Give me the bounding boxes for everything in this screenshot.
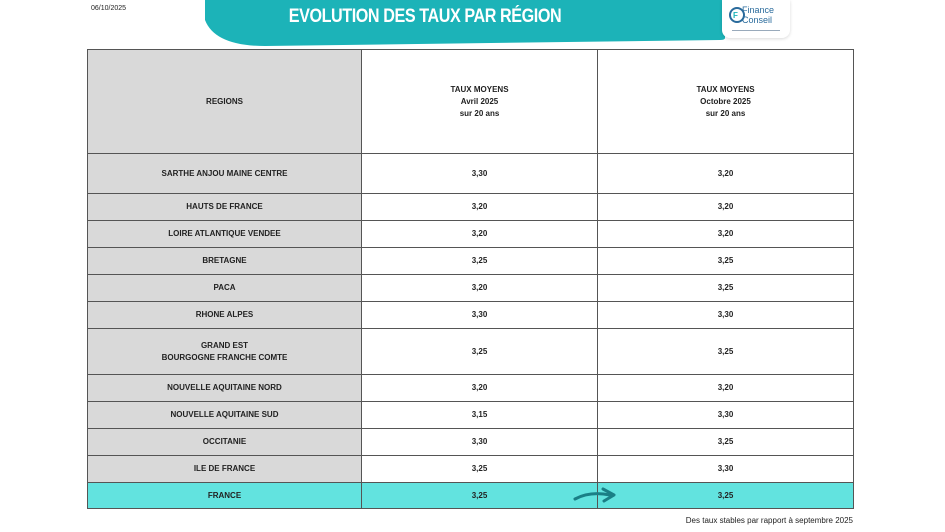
- table-row: SARTHE ANJOU MAINE CENTRE 3,30 3,20: [87, 153, 854, 194]
- cell-line: TAUX MOYENS: [450, 84, 509, 94]
- rate-cell: 3,20: [361, 220, 598, 248]
- logo-tagline: [732, 30, 780, 31]
- table-row: NOUVELLE AQUITAINE NORD 3,20 3,20: [87, 374, 854, 402]
- header-cell: REGIONS: [87, 49, 362, 154]
- cell-line: NOUVELLE AQUITAINE SUD: [170, 410, 279, 419]
- rate-cell: 3,20: [597, 193, 854, 221]
- rate-cell: 3,30: [597, 455, 854, 483]
- table-row: FRANCE 3,25 3,25: [87, 482, 854, 509]
- cell-line: RHONE ALPES: [195, 310, 254, 319]
- region-cell: HAUTS DE FRANCE: [87, 193, 362, 221]
- cell-line: ILE DE FRANCE: [193, 464, 256, 473]
- banner-shape: [205, 0, 725, 46]
- table-row: RHONE ALPES 3,30 3,30: [87, 301, 854, 329]
- table-row: ILE DE FRANCE 3,25 3,30: [87, 455, 854, 483]
- region-cell: NOUVELLE AQUITAINE NORD: [87, 374, 362, 402]
- cell-line: sur 20 ans: [705, 108, 746, 118]
- rate-cell: 3,30: [597, 401, 854, 429]
- table-row: BRETAGNE 3,25 3,25: [87, 247, 854, 275]
- table-row: LOIRE ATLANTIQUE VENDEE 3,20 3,20: [87, 220, 854, 248]
- cell-line: REGIONS: [206, 96, 243, 106]
- cell-line: BOURGOGNE FRANCHE COMTE: [161, 352, 288, 362]
- rate-cell: 3,30: [361, 428, 598, 456]
- logo-mark: F: [729, 7, 745, 23]
- cell-line: GRAND EST: [200, 340, 249, 350]
- table-row: PACA 3,20 3,25: [87, 274, 854, 302]
- rate-cell: 3,20: [597, 153, 854, 194]
- rate-cell: 3,25: [597, 428, 854, 456]
- rate-cell: 3,25: [597, 482, 854, 509]
- region-cell: NOUVELLE AQUITAINE SUD: [87, 401, 362, 429]
- cell-line: sur 20 ans: [459, 108, 500, 118]
- table-row: HAUTS DE FRANCE 3,20 3,20: [87, 193, 854, 221]
- table-row: GRAND EST BOURGOGNE FRANCHE COMTE 3,25 3,25: [87, 328, 854, 375]
- region-cell: ILE DE FRANCE: [87, 455, 362, 483]
- rate-cell: 3,20: [361, 374, 598, 402]
- svg-text:F: F: [733, 11, 738, 20]
- arrow: [573, 487, 616, 503]
- banner: [205, 0, 725, 46]
- rate-cell: 3,20: [597, 220, 854, 248]
- header-cell: TAUX MOYENS Avril 2025 sur 20 ans: [361, 49, 598, 154]
- cell-line: HAUTS DE FRANCE: [186, 202, 263, 211]
- date: 06/10/2025: [91, 5, 127, 12]
- rate-cell: 3,30: [361, 153, 598, 194]
- region-cell: BRETAGNE: [87, 247, 362, 275]
- cell-line: BRETAGNE: [202, 256, 247, 265]
- cell-line: OCCITANIE: [202, 437, 247, 446]
- cell-line: Avril 2025: [460, 96, 499, 106]
- rate-cell: 3,20: [361, 274, 598, 302]
- cell-line: NOUVELLE AQUITAINE NORD: [167, 383, 282, 392]
- region-cell: PACA: [87, 274, 362, 302]
- rate-cell: 3,25: [597, 328, 854, 375]
- cell-line: FRANCE: [207, 490, 242, 500]
- rate-cell: 3,25: [597, 247, 854, 275]
- region-cell: RHONE ALPES: [87, 301, 362, 329]
- title: EVOLUTION DES TAUX PAR RÉGION: [288, 6, 562, 27]
- region-cell: LOIRE ATLANTIQUE VENDEE: [87, 220, 362, 248]
- rate-cell: 3,20: [597, 374, 854, 402]
- rate-cell: 3,30: [361, 301, 598, 329]
- region-cell: GRAND EST BOURGOGNE FRANCHE COMTE: [87, 328, 362, 375]
- cell-line: Octobre 2025: [700, 96, 751, 106]
- rate-cell: 3,25: [361, 328, 598, 375]
- rate-cell: 3,25: [361, 247, 598, 275]
- rates-table: REGIONS TAUX MOYENS Avril 2025 sur 20 ans TA…: [87, 49, 854, 509]
- cell-line: TAUX MOYENS: [696, 84, 755, 94]
- logo: F Finance Conseil: [722, 0, 790, 38]
- region-cell: SARTHE ANJOU MAINE CENTRE: [87, 153, 362, 194]
- rate-cell: 3,20: [361, 193, 598, 221]
- cell-line: SARTHE ANJOU MAINE CENTRE: [161, 168, 288, 178]
- cell-line: PACA: [213, 283, 236, 292]
- region-cell: FRANCE: [87, 482, 362, 509]
- header-cell: TAUX MOYENS Octobre 2025 sur 20 ans: [597, 49, 854, 154]
- region-cell: OCCITANIE: [87, 428, 362, 456]
- cell-line: LOIRE ATLANTIQUE VENDEE: [168, 229, 281, 238]
- rate-cell: 3,25: [361, 482, 598, 509]
- footnote: Des taux stables par rapport à septembre…: [685, 516, 853, 525]
- logo-text: Conseil: [742, 15, 773, 25]
- rate-cell: 3,25: [597, 274, 854, 302]
- table-row: OCCITANIE 3,30 3,25: [87, 428, 854, 456]
- table-row: NOUVELLE AQUITAINE SUD 3,15 3,30: [87, 401, 854, 429]
- header-row: REGIONS TAUX MOYENS Avril 2025 sur 20 ans TA…: [87, 49, 854, 154]
- rate-cell: 3,25: [361, 455, 598, 483]
- rate-cell: 3,15: [361, 401, 598, 429]
- rate-cell: 3,30: [597, 301, 854, 329]
- logo-text: Finance: [742, 5, 775, 15]
